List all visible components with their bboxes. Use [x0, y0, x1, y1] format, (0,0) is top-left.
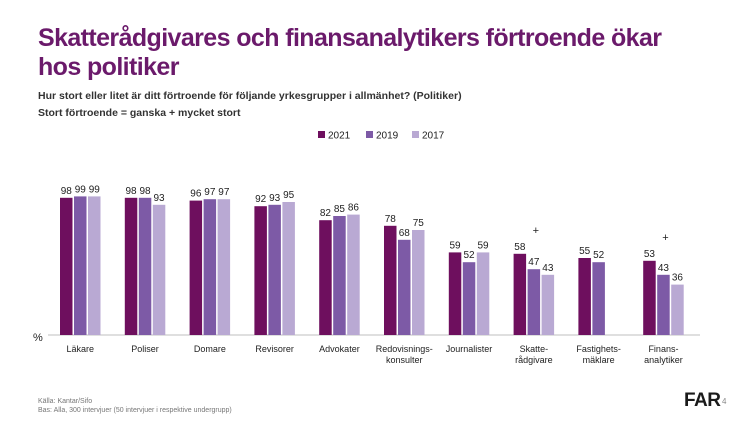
legend-label-2021: 2021 — [328, 131, 351, 142]
chart-question: Hur stort eller litet är ditt förtroende… — [38, 90, 462, 102]
bar-2019-7 — [527, 269, 541, 335]
category-label-8-0: Fastighets- — [576, 344, 621, 354]
bar-2021-6 — [448, 252, 462, 335]
bar-2017-0 — [88, 196, 101, 335]
bar-2017-9 — [671, 284, 684, 335]
bar-2019-3 — [268, 204, 281, 335]
bar-2021-9 — [643, 260, 656, 335]
category-label-6-0: Journalister — [446, 344, 493, 354]
data-label-2019-4: 85 — [334, 204, 346, 215]
bar-2021-1 — [124, 197, 138, 335]
bar-2019-8 — [592, 262, 605, 335]
category-label-1-0: Poliser — [131, 344, 159, 354]
category-label-3-0: Revisorer — [255, 344, 294, 354]
bar-2017-2 — [217, 199, 231, 335]
y-axis-label: % — [33, 332, 43, 344]
legend-swatch-2019 — [366, 131, 373, 138]
page-number: 4 — [722, 397, 727, 406]
bar-2021-3 — [254, 206, 267, 335]
data-label-2019-3: 93 — [269, 193, 281, 204]
category-label-0-0: Läkare — [66, 344, 94, 354]
data-label-2021-7: 58 — [514, 242, 526, 253]
bar-2021-2 — [189, 200, 203, 335]
bar-2021-4 — [319, 220, 332, 335]
data-label-2021-2: 96 — [190, 189, 202, 200]
bar-2017-4 — [347, 214, 360, 335]
data-label-2021-3: 92 — [255, 194, 267, 205]
data-label-2017-2: 97 — [218, 187, 230, 198]
data-label-2019-0: 99 — [75, 184, 87, 195]
bar-2019-6 — [462, 262, 476, 335]
bar-2021-5 — [384, 225, 397, 335]
category-label-9-1: analytiker — [644, 355, 683, 365]
bar-2021-0 — [60, 197, 73, 335]
data-label-2019-6: 52 — [463, 250, 475, 261]
bar-2019-5 — [398, 239, 411, 335]
data-label-2021-8: 55 — [579, 246, 591, 257]
category-label-5-1: konsulter — [386, 355, 423, 365]
data-label-2021-1: 98 — [125, 186, 137, 197]
data-label-2019-5: 68 — [399, 228, 411, 239]
data-label-2017-3: 95 — [283, 190, 295, 201]
category-label-5-0: Redovisnings- — [376, 344, 433, 354]
legend-swatch-2021 — [318, 131, 325, 138]
data-label-2017-1: 93 — [153, 193, 165, 204]
data-label-2021-9: 53 — [644, 249, 656, 260]
bar-2019-1 — [138, 197, 152, 335]
data-label-2021-5: 78 — [385, 214, 397, 225]
data-label-2019-1: 98 — [139, 186, 151, 197]
data-label-2021-6: 59 — [449, 240, 461, 251]
bar-2021-8 — [578, 258, 591, 335]
bar-2017-7 — [541, 274, 555, 335]
base-note: Bas: Alla, 300 intervjuer (50 intervjuer… — [38, 407, 232, 414]
data-label-2021-0: 98 — [61, 186, 73, 197]
category-label-4-0: Advokater — [319, 344, 360, 354]
data-label-2019-7: 47 — [528, 257, 540, 268]
chart-definition: Stort förtroende = ganska + mycket stort — [38, 107, 241, 119]
data-label-2017-4: 86 — [348, 203, 360, 214]
source-note: Källa: Kantar/Sifo — [38, 398, 93, 405]
category-label-7-1: rådgivare — [515, 355, 553, 365]
bar-2019-2 — [203, 199, 217, 335]
bar-2017-5 — [412, 230, 425, 335]
data-label-2017-6: 59 — [477, 240, 489, 251]
data-label-2019-2: 97 — [204, 187, 216, 198]
data-label-2017-9: 36 — [672, 273, 684, 284]
category-label-7-0: Skatte- — [520, 344, 549, 354]
significance-marker-7: + — [533, 225, 539, 237]
bar-2017-1 — [152, 204, 166, 335]
far-logo: FAR — [684, 390, 721, 411]
data-label-2021-4: 82 — [320, 208, 332, 219]
bar-2019-0 — [74, 196, 87, 335]
data-label-2019-9: 43 — [658, 263, 670, 274]
data-label-2017-0: 99 — [89, 184, 101, 195]
page-title: Skatterådgivares och finansanalytikers f… — [38, 24, 662, 81]
data-label-2017-5: 75 — [413, 218, 425, 229]
data-label-2017-7: 43 — [542, 263, 554, 274]
bar-2019-9 — [657, 274, 670, 335]
legend-label-2019: 2019 — [376, 131, 399, 142]
legend-label-2017: 2017 — [422, 131, 445, 142]
category-label-9-0: Finans- — [648, 344, 678, 354]
data-label-2019-8: 52 — [593, 250, 605, 261]
bar-2017-3 — [282, 202, 295, 335]
bar-2019-4 — [333, 216, 346, 335]
significance-marker-9: + — [662, 232, 668, 244]
legend-swatch-2017 — [412, 131, 419, 138]
category-label-8-1: mäklare — [583, 355, 615, 365]
category-label-2-0: Domare — [194, 344, 226, 354]
bar-2017-6 — [476, 252, 490, 335]
bar-2021-7 — [513, 253, 527, 335]
